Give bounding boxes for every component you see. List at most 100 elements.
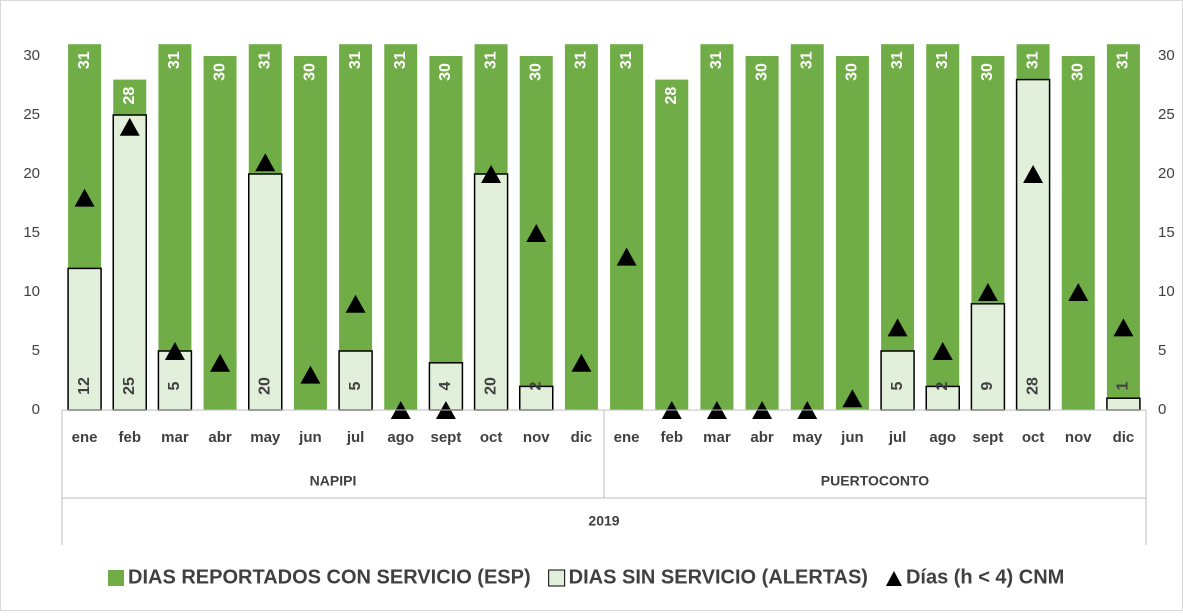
legend-label: DIAS REPORTADOS CON SERVICIO (ESP) <box>128 566 531 588</box>
marker <box>977 283 998 301</box>
data-label: 25 <box>121 377 138 395</box>
marker <box>164 342 185 360</box>
marker <box>481 165 502 183</box>
data-label: 2 <box>934 381 951 390</box>
x-tick-label: abr <box>750 429 774 446</box>
x-tick-label: oct <box>1022 429 1045 446</box>
bar <box>473 173 509 411</box>
legend-label: Días (h < 4) CNM <box>906 566 1064 588</box>
x-tick-label: ago <box>929 429 956 446</box>
marker <box>526 224 547 242</box>
y-tick-label: 25 <box>23 106 40 123</box>
x-tick-label: jul <box>346 429 365 446</box>
y-tick-label: 10 <box>23 283 40 300</box>
x-tick-label: mar <box>161 429 189 446</box>
data-label: 1 <box>1115 381 1132 390</box>
legend-swatch <box>548 569 566 587</box>
bar <box>1061 56 1095 410</box>
bar <box>835 56 869 410</box>
y-tick-label: 15 <box>23 224 40 241</box>
data-label: 28 <box>121 87 138 105</box>
x-tick-label: nov <box>523 429 550 446</box>
bar <box>655 79 689 410</box>
marker <box>932 342 953 360</box>
y2-tick-label: 15 <box>1158 224 1175 241</box>
data-label: 31 <box>347 51 364 69</box>
marker <box>300 365 321 384</box>
x-tick-label: may <box>250 429 281 446</box>
bar <box>745 56 779 410</box>
data-label: 5 <box>889 381 906 390</box>
data-label: 20 <box>256 377 273 395</box>
data-label: 31 <box>1115 51 1132 69</box>
x-tick-label: jun <box>840 429 864 446</box>
data-label: 31 <box>889 51 906 69</box>
bar <box>1106 44 1140 410</box>
marker <box>210 353 231 372</box>
data-label: 30 <box>211 63 228 81</box>
data-label: 5 <box>347 381 364 390</box>
data-label: 28 <box>663 87 680 105</box>
x-tick-label: ago <box>387 429 414 446</box>
marker <box>74 188 95 207</box>
bar <box>429 56 463 410</box>
x-tick-label: abr <box>208 429 232 446</box>
data-label: 31 <box>256 51 273 69</box>
bar <box>790 44 824 410</box>
x-tick-label: ene <box>72 429 98 446</box>
y2-tick-label: 5 <box>1158 342 1166 359</box>
data-label: 30 <box>979 63 996 81</box>
y2-tick-label: 25 <box>1158 106 1175 123</box>
data-label: 5 <box>166 381 183 390</box>
data-label: 31 <box>76 51 93 69</box>
x-tick-label: jun <box>298 429 322 446</box>
y-tick-label: 0 <box>32 401 40 418</box>
bar <box>338 350 373 411</box>
data-label: 31 <box>934 51 951 69</box>
y2-tick-label: 20 <box>1158 165 1175 182</box>
data-label: 20 <box>482 377 499 395</box>
x-tick-label: sept <box>972 429 1003 446</box>
bar <box>970 303 1006 411</box>
legend-swatch <box>108 570 124 586</box>
data-label: 31 <box>166 51 183 69</box>
x-tick-label: jul <box>888 429 907 446</box>
marker <box>1023 165 1044 183</box>
y-tick-label: 30 <box>23 47 40 64</box>
x-tick-label: dic <box>1113 429 1135 446</box>
bar <box>112 114 147 411</box>
data-label: 31 <box>708 51 725 69</box>
y2-tick-label: 10 <box>1158 283 1175 300</box>
x-tick-label: sept <box>430 429 461 446</box>
bar <box>881 44 915 410</box>
year-label: 2019 <box>588 513 619 529</box>
data-label: 9 <box>979 381 996 390</box>
marker <box>616 247 637 266</box>
bar <box>564 44 598 410</box>
data-label: 30 <box>302 63 319 81</box>
legend-marker <box>885 571 902 586</box>
data-label: 30 <box>437 63 454 81</box>
group-label: NAPIPI <box>310 473 357 489</box>
data-label: 31 <box>573 51 590 69</box>
x-tick-label: dic <box>571 429 593 446</box>
bar <box>157 350 193 411</box>
data-label: 4 <box>437 381 454 390</box>
data-label: 30 <box>527 63 544 81</box>
bar <box>293 56 327 410</box>
x-tick-label: mar <box>703 429 731 446</box>
marker <box>1113 318 1134 337</box>
data-label: 28 <box>1024 377 1041 395</box>
bar <box>1015 78 1051 411</box>
x-tick-label: may <box>792 429 823 446</box>
group-label: PUERTOCONTO <box>821 473 929 489</box>
data-label: 12 <box>76 377 93 395</box>
x-tick-label: feb <box>661 429 684 446</box>
bar <box>248 173 283 411</box>
bar <box>67 267 102 411</box>
bar <box>339 44 373 410</box>
marker <box>887 318 908 337</box>
y-tick-label: 20 <box>23 165 40 182</box>
bar <box>1106 397 1141 411</box>
